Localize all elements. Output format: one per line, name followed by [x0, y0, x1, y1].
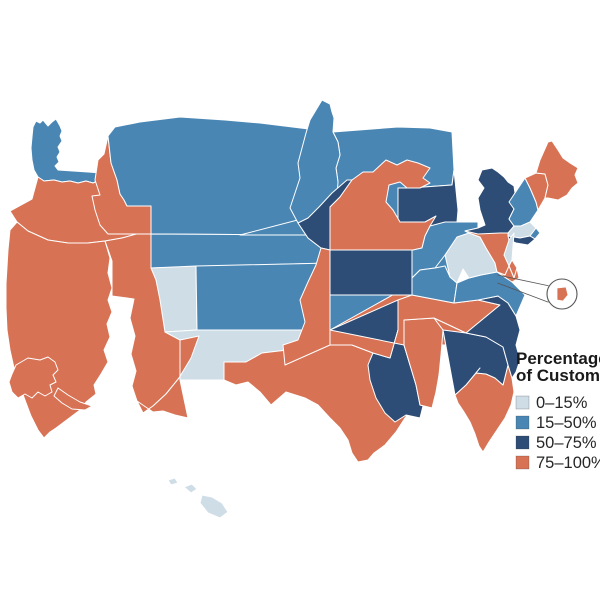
svg-text:50–75%: 50–75%: [536, 434, 597, 452]
svg-text:75–100%: 75–100%: [536, 454, 600, 472]
svg-text:0–15%: 0–15%: [536, 394, 588, 412]
svg-text:of Customers: of Customers: [516, 366, 600, 385]
svg-text:15–50%: 15–50%: [536, 414, 597, 432]
